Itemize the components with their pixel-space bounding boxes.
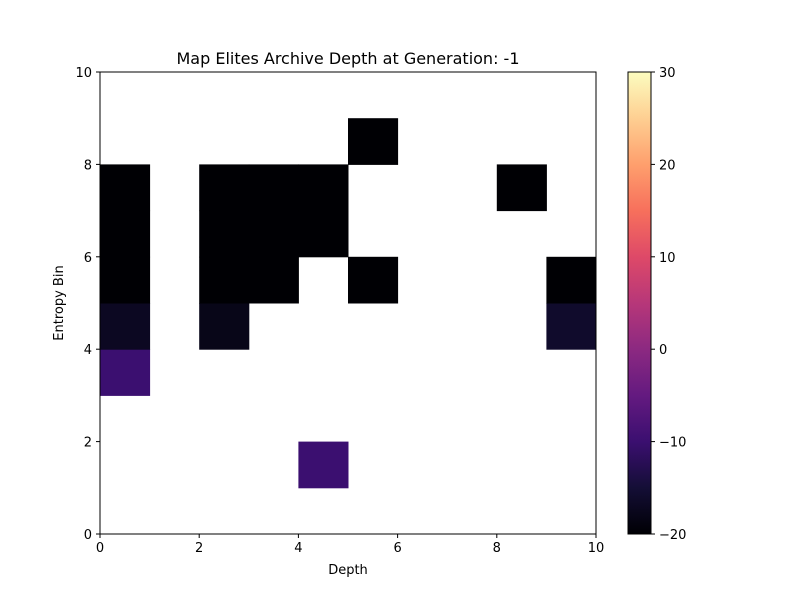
y-tick-label: 4 (84, 343, 92, 358)
chart-title: Map Elites Archive Depth at Generation: … (176, 49, 519, 68)
y-tick-label: 2 (84, 436, 92, 451)
colorbar-tick-label: −20 (659, 528, 686, 543)
y-tick-label: 10 (75, 66, 92, 81)
x-tick-label: 2 (195, 541, 203, 556)
heatmap-cell (248, 210, 299, 258)
heatmap-cell (100, 164, 151, 212)
y-axis-label: Entropy Bin (52, 265, 67, 340)
heatmap-cell (298, 164, 349, 212)
y-tick-label: 0 (84, 528, 92, 543)
y-axis-ticks: 0 2 4 6 8 10 (75, 66, 100, 543)
heatmap-cell (199, 164, 250, 212)
x-axis-ticks: 0 2 4 6 8 10 (96, 534, 604, 556)
colorbar-tick-label: 30 (659, 66, 676, 81)
heatmap-cell (100, 210, 151, 258)
heatmap-cell (100, 256, 151, 304)
heatmap-cell (248, 256, 299, 304)
heatmap-cell (348, 118, 399, 165)
heatmap-cell (348, 256, 399, 304)
heatmap-cell (496, 164, 547, 212)
heatmap-cell (298, 210, 349, 258)
heatmap-cell (298, 441, 349, 489)
heatmap-cell (546, 303, 597, 350)
plot-frame (99, 71, 597, 535)
colorbar (627, 71, 652, 535)
y-tick-label: 6 (84, 251, 92, 266)
heatmap-cell (546, 256, 597, 304)
x-tick-label: 6 (393, 541, 401, 556)
x-tick-label: 8 (493, 541, 501, 556)
colorbar-tick-label: −10 (659, 436, 686, 451)
heatmap-cell (100, 303, 151, 350)
y-tick-label: 8 (84, 158, 92, 173)
heatmap-cell (100, 349, 151, 396)
heatmap-cell (248, 164, 299, 212)
heatmap-cells (100, 118, 597, 489)
colorbar-tick-label: 10 (659, 251, 676, 266)
colorbar-ticks: −20 −10 0 10 20 30 (651, 66, 686, 543)
heatmap-cell (199, 210, 250, 258)
heatmap-cell (199, 256, 250, 304)
x-tick-label: 10 (588, 541, 605, 556)
x-tick-label: 4 (294, 541, 302, 556)
colorbar-tick-label: 0 (659, 343, 667, 358)
colorbar-tick-label: 20 (659, 158, 676, 173)
heatmap-cell (199, 303, 250, 350)
x-axis-label: Depth (328, 563, 368, 578)
x-tick-label: 0 (96, 541, 104, 556)
